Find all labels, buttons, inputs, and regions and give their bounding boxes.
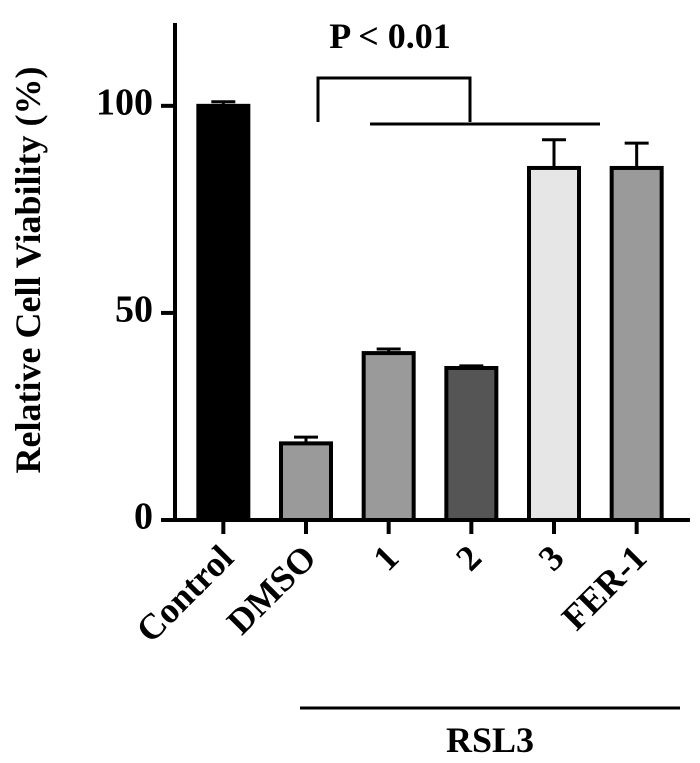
bar	[444, 366, 499, 522]
x-tick-label: FER-1	[554, 537, 654, 637]
x-tick-label: DMSO	[219, 537, 324, 642]
bar	[609, 165, 664, 522]
y-tick-label: 100	[96, 82, 153, 124]
y-axis-label: Relative Cell Viability (%)	[8, 67, 48, 474]
significance-bracket	[316, 76, 472, 122]
bar	[527, 165, 581, 522]
x-tick-label: Control	[128, 537, 241, 650]
y-tick-label: 0	[134, 496, 153, 538]
x-tick-label: 2	[448, 537, 489, 578]
y-tick-label: 50	[115, 289, 153, 331]
bar	[196, 103, 251, 522]
x-tick-label: 1	[365, 537, 406, 578]
x-tick-label: 3	[531, 537, 572, 578]
significance-label: P < 0.01	[329, 16, 451, 56]
group-label: RSL3	[446, 720, 534, 760]
bar	[279, 441, 333, 523]
bar	[361, 351, 416, 522]
